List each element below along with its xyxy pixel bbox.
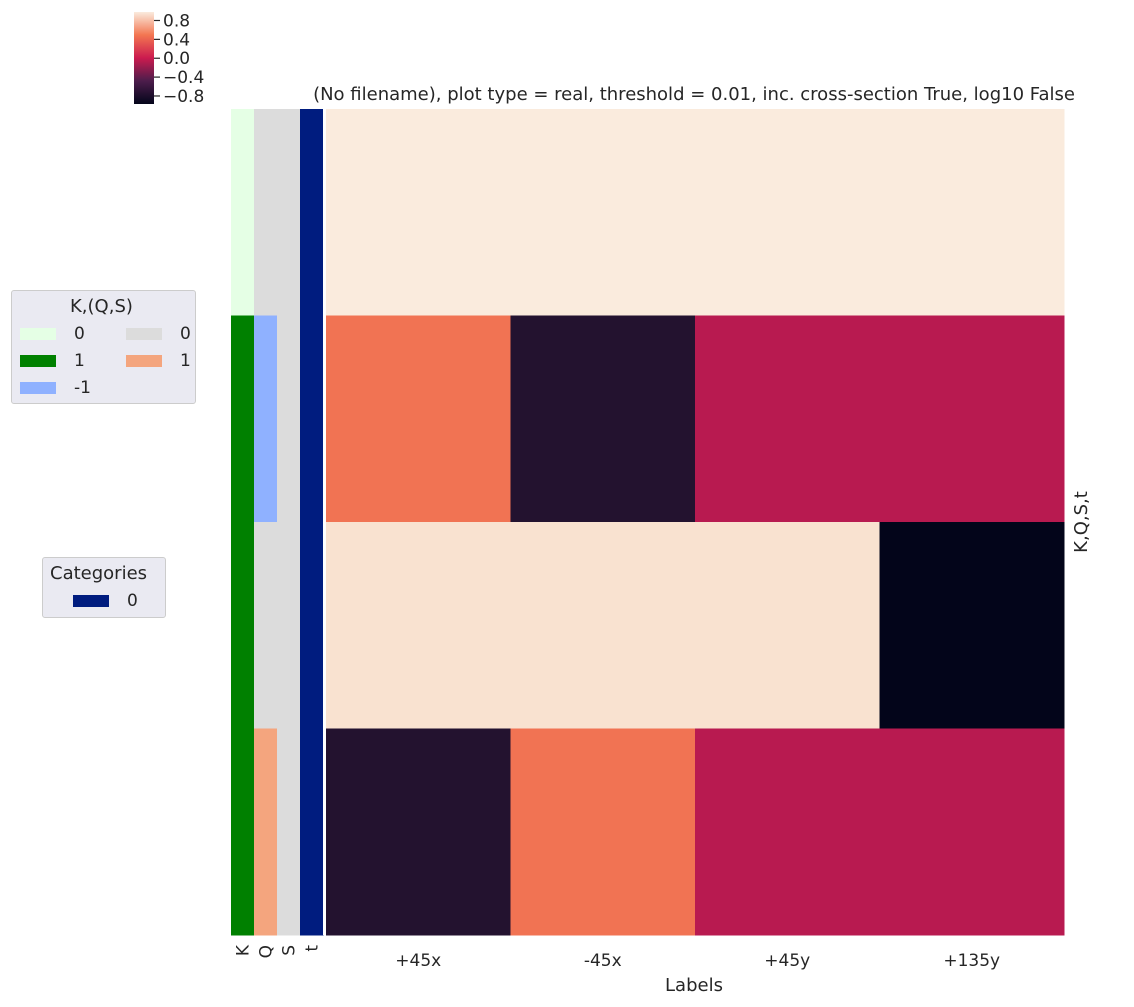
heatmap-cell [326, 315, 511, 523]
x-tick-labels: +45x -45x +45y +135y [395, 951, 1000, 971]
annotation-cell-t [300, 728, 324, 936]
heatmap-cell [326, 109, 511, 316]
heatmap-cell [510, 522, 696, 729]
legend-swatch [126, 328, 162, 340]
colorbar [134, 12, 154, 104]
categories-legend-item: 0 [73, 591, 138, 611]
colorbar-tick-label: −0.4 [163, 68, 204, 88]
annotation-cell-q [254, 109, 278, 316]
legend-label: 0 [74, 324, 85, 344]
annotation-cell-k [231, 522, 255, 729]
heatmap-cell [879, 315, 1065, 523]
heatmap-cell [326, 522, 511, 729]
kqs-legend-k0: 0 [20, 324, 85, 344]
annotation-cell-t [300, 522, 324, 729]
annotation-cell-s [277, 109, 301, 316]
heatmap-cell [879, 109, 1065, 316]
kqs-legend-title: K,(Q,S) [70, 296, 133, 317]
annotation-cell-s [277, 522, 301, 729]
kqs-legend-q1: 1 [126, 351, 191, 371]
legend-label: 1 [74, 351, 85, 371]
x-tick-label: -45x [584, 951, 622, 971]
colorbar-tick-label: −0.8 [163, 87, 204, 107]
colorbar-tick-label: 0.4 [163, 30, 190, 50]
heatmap-cells [326, 109, 1065, 936]
heatmap-cell [326, 728, 511, 936]
kqs-legend-qm1: -1 [20, 378, 91, 398]
kqs-legend: K,(Q,S) 0 1 -1 0 1 [11, 290, 196, 404]
legend-swatch [20, 355, 56, 367]
x-axis-label: Labels [665, 975, 723, 996]
legend-label: 1 [180, 351, 191, 371]
annotation-cell-k [231, 728, 255, 936]
legend-label: 0 [127, 591, 138, 611]
annotation-tick-label: K [234, 944, 254, 956]
legend-label: 0 [180, 324, 191, 344]
heatmap-cell [695, 728, 880, 936]
kqs-legend-k1: 1 [20, 351, 85, 371]
legend-label: -1 [74, 378, 91, 398]
annotation-cell-s [277, 728, 301, 936]
legend-swatch [20, 382, 56, 394]
categories-legend-title: Categories [50, 563, 148, 584]
legend-swatch [20, 328, 56, 340]
annotation-cell-q [254, 728, 278, 936]
annotation-cell-k [231, 109, 255, 316]
heatmap-cell [510, 315, 696, 523]
heatmap-cell [879, 728, 1065, 936]
heatmap-cell [695, 109, 880, 316]
categories-legend: Categories 0 [42, 557, 166, 618]
x-tick-label: +135y [943, 951, 1000, 971]
annotation-cell-q [254, 522, 278, 729]
colorbar-ticks: 0.80.40.0−0.4−0.8 [154, 11, 204, 107]
colorbar-tick-label: 0.0 [163, 49, 190, 69]
y-axis-label: K,Q,S,t [1071, 491, 1092, 553]
heatmap-cell [510, 109, 696, 316]
kqs-legend-q0: 0 [126, 324, 191, 344]
annotation-cell-s [277, 315, 301, 523]
row-annotation-strips [231, 109, 324, 936]
annotation-cell-t [300, 315, 324, 523]
heatmap-cell [695, 315, 880, 523]
heatmap-cell [695, 522, 880, 729]
x-tick-label: +45x [395, 951, 441, 971]
heatmap-cell [510, 728, 696, 936]
heatmap-cell [879, 522, 1065, 729]
annotation-tick-label: S [280, 945, 300, 956]
x-tick-label: +45y [764, 951, 810, 971]
legend-swatch [126, 355, 162, 367]
chart-title: (No filename), plot type = real, thresho… [313, 84, 1075, 105]
colorbar-tick-label: 0.8 [163, 11, 190, 31]
annotation-cell-k [231, 315, 255, 523]
annotation-tick-label: t [303, 945, 323, 952]
annotation-tick-label: Q [257, 945, 277, 958]
annotation-cell-q [254, 315, 278, 523]
annotation-cell-t [300, 109, 324, 316]
legend-swatch [73, 595, 109, 607]
